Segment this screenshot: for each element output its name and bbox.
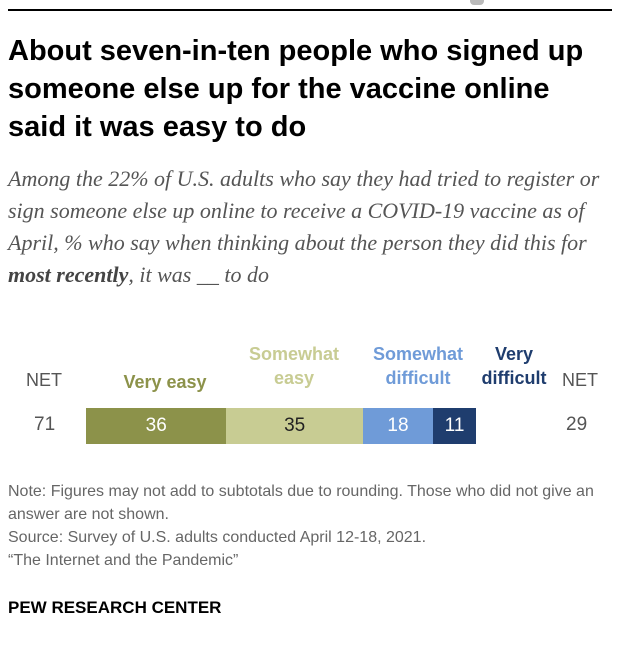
bar-segment-somewhat-difficult: 18 (362, 408, 434, 444)
subtitle-text-1: Among the 22% of U.S. adults who say the… (8, 166, 600, 255)
bar-value-label: 18 (387, 415, 409, 436)
legend-somewhat-difficult-line1: Somewhat (372, 344, 464, 364)
bar-value-label: 35 (284, 415, 306, 436)
brand-name: PEW RESEARCH CENTER (8, 598, 222, 617)
report-title: “The Internet and the Pandemic” (8, 552, 239, 569)
bar-area: 36 35 18 11 (86, 408, 520, 444)
legend-very-difficult-line2: difficult (481, 368, 547, 388)
legend-very-difficult: Very difficult (466, 342, 562, 390)
top-tab-mark (470, 0, 484, 5)
bar-segment-very-easy: 36 (86, 408, 227, 444)
top-rule (8, 9, 612, 11)
subtitle-emphasis: most recently (8, 262, 129, 287)
stacked-bar-chart: NET Very easy Somewhat easy Somewhat dif… (0, 336, 620, 446)
source-text: Source: Survey of U.S. adults conducted … (8, 529, 427, 546)
chart-subtitle: Among the 22% of U.S. adults who say the… (8, 163, 613, 291)
legend-very-difficult-line1: Very (494, 344, 534, 364)
net-left-header: NET (26, 370, 62, 390)
subtitle-text-2: , it was __ to do (128, 262, 269, 287)
net-right-header: NET (562, 370, 598, 390)
note-text: Note: Figures may not add to subtotals d… (8, 483, 594, 523)
legend-somewhat-difficult-line2: difficult (385, 368, 451, 388)
legend-somewhat-easy-line2: easy (273, 368, 315, 388)
legend-somewhat-easy: Somewhat easy (232, 342, 356, 390)
notes-block: Note: Figures may not add to subtotals d… (8, 480, 613, 572)
legend-very-easy: Very easy (123, 372, 207, 392)
net-right-value: 29 (566, 414, 588, 435)
legend-somewhat-easy-line1: Somewhat (248, 344, 340, 364)
bar-value-label: 11 (444, 415, 465, 436)
legend-somewhat-difficult: Somewhat difficult (358, 342, 478, 390)
bar-segment-somewhat-easy: 35 (226, 408, 363, 444)
bar-segment-very-difficult: 11 (433, 408, 476, 444)
bar-value-label: 36 (145, 415, 167, 436)
chart-title: About seven-in-ten people who signed up … (8, 35, 584, 143)
net-left-value: 71 (34, 414, 56, 435)
